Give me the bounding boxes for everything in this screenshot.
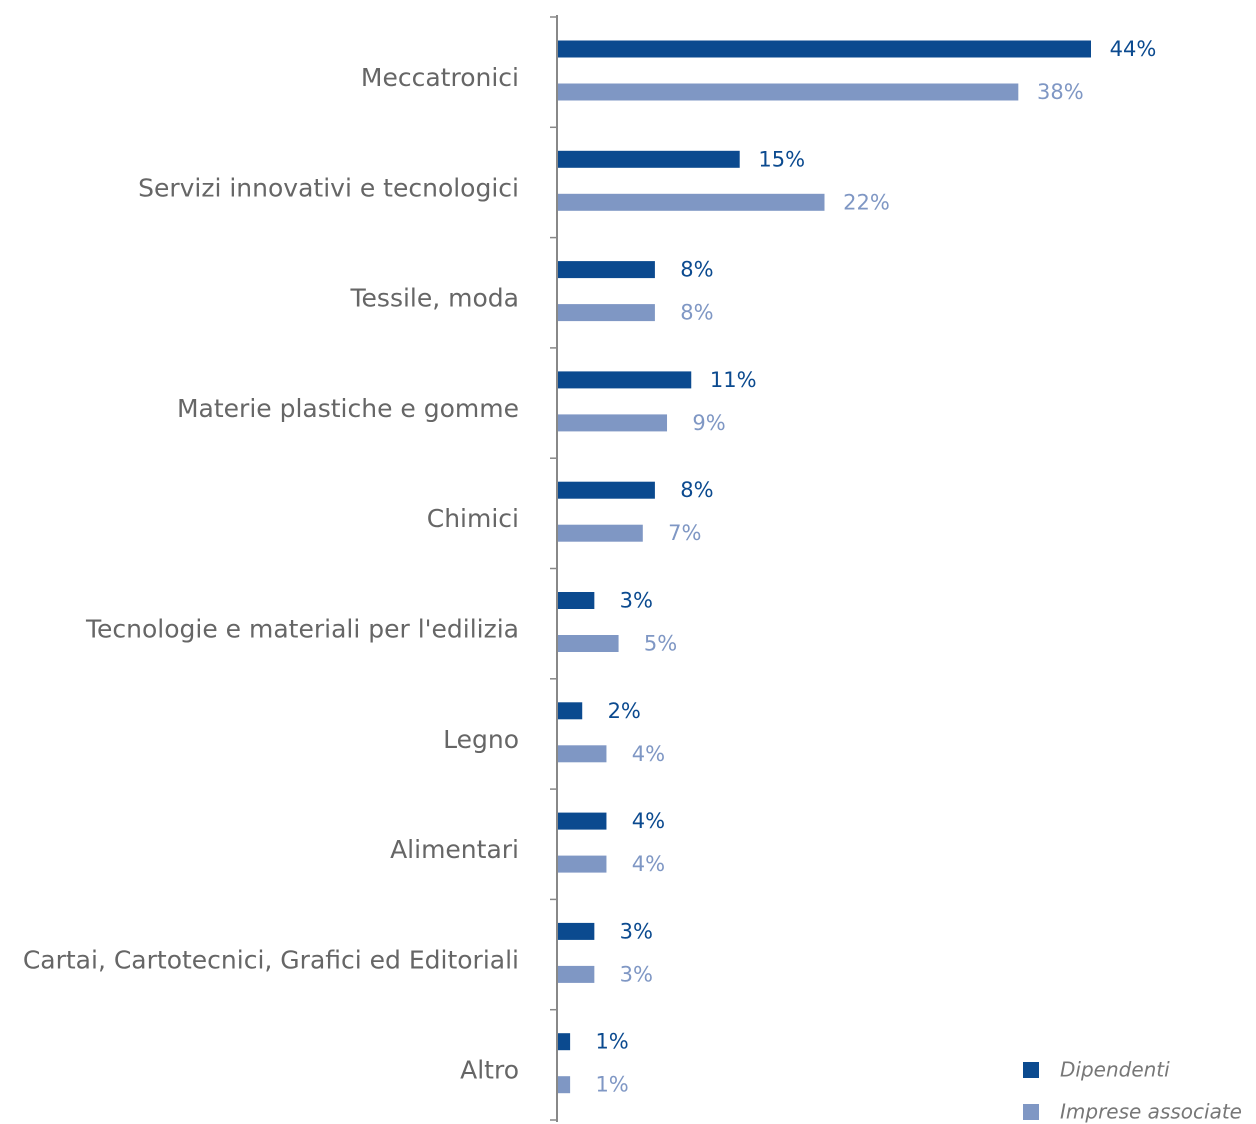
bar — [558, 922, 595, 940]
category-label: Altro — [460, 1056, 519, 1085]
value-label: 1% — [595, 1073, 628, 1097]
category-label: Materie plastiche e gomme — [177, 394, 519, 423]
category-label: Servizi innovativi e tecnologici — [138, 173, 519, 202]
bar — [558, 965, 595, 983]
bar — [558, 150, 740, 168]
value-label: 5% — [644, 632, 677, 656]
value-label: 3% — [620, 589, 653, 613]
value-label: 2% — [608, 699, 641, 723]
value-label: 3% — [620, 962, 653, 986]
bar — [558, 635, 619, 652]
value-label: 8% — [680, 258, 713, 282]
value-label: 44% — [1110, 37, 1157, 61]
category-label: Legno — [443, 725, 519, 754]
legend-label: Dipendenti — [1060, 1058, 1170, 1082]
value-label: 9% — [692, 411, 725, 435]
value-label: 22% — [843, 190, 890, 214]
value-label: 15% — [758, 147, 805, 171]
category-label: Tessile, moda — [350, 284, 519, 313]
legend-label: Imprese associate — [1060, 1100, 1242, 1124]
bar — [558, 812, 607, 830]
bar — [558, 592, 595, 609]
bar — [558, 261, 655, 279]
bar — [558, 371, 692, 389]
legend-swatch — [1023, 1062, 1039, 1078]
bar — [558, 481, 655, 499]
value-label: 4% — [632, 809, 665, 833]
bar — [558, 193, 825, 211]
value-label: 8% — [680, 301, 713, 325]
bar — [558, 855, 607, 873]
value-label: 7% — [668, 521, 701, 545]
bar — [558, 745, 607, 763]
value-label: 4% — [632, 852, 665, 876]
bar — [558, 1033, 571, 1051]
value-label: 3% — [620, 919, 653, 943]
value-label: 11% — [710, 368, 757, 392]
bar — [558, 524, 643, 542]
bar — [558, 304, 655, 322]
category-label: Cartai, Cartotecnici, Grafici ed Editori… — [23, 945, 519, 974]
legend-swatch — [1023, 1104, 1039, 1120]
bar — [558, 414, 668, 432]
bar — [558, 702, 583, 720]
value-label: 8% — [680, 478, 713, 502]
value-label: 4% — [632, 742, 665, 766]
category-label: Meccatronici — [361, 63, 519, 92]
value-label: 38% — [1037, 80, 1084, 104]
category-label: Tecnologie e materiali per l'edilizia — [85, 615, 519, 644]
bar — [558, 1076, 571, 1094]
value-label: 1% — [595, 1030, 628, 1054]
category-label: Alimentari — [390, 835, 519, 864]
bar — [558, 83, 1019, 101]
bar — [558, 40, 1091, 58]
category-label: Chimici — [427, 504, 519, 533]
